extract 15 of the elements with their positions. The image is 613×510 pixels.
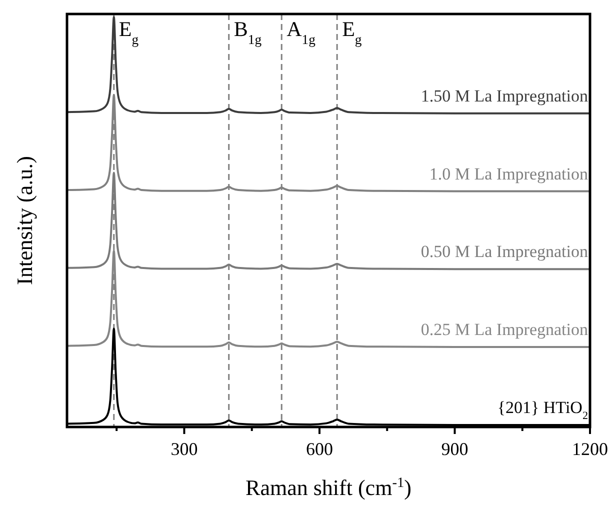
ref-line-label: E$_{g}$	[118, 17, 139, 46]
series-label: 1.0 M La Impregnation	[429, 164, 588, 184]
ref-line-label: E$_{g}$	[342, 17, 362, 46]
x-tick-label: 300	[170, 439, 198, 459]
series-label: 1.50 M La Impregnation	[420, 86, 588, 106]
series-label: {201} HTiO$_{2}$	[497, 398, 588, 422]
x-tick-label: 1200	[572, 439, 608, 459]
y-axis-title: Intensity (a.u.)	[12, 156, 37, 285]
x-tick-label: 900	[441, 439, 468, 459]
ref-line-label: B$_{1g}$	[234, 17, 262, 46]
series-label: 0.50 M La Impregnation	[420, 242, 588, 262]
x-axis-title: Raman shift (cm$^{-1}$)	[246, 475, 412, 500]
x-tick-label: 600	[306, 439, 333, 459]
series-label: 0.25 M La Impregnation	[420, 320, 588, 340]
ref-line-label: A$_{1g}$	[286, 17, 316, 46]
